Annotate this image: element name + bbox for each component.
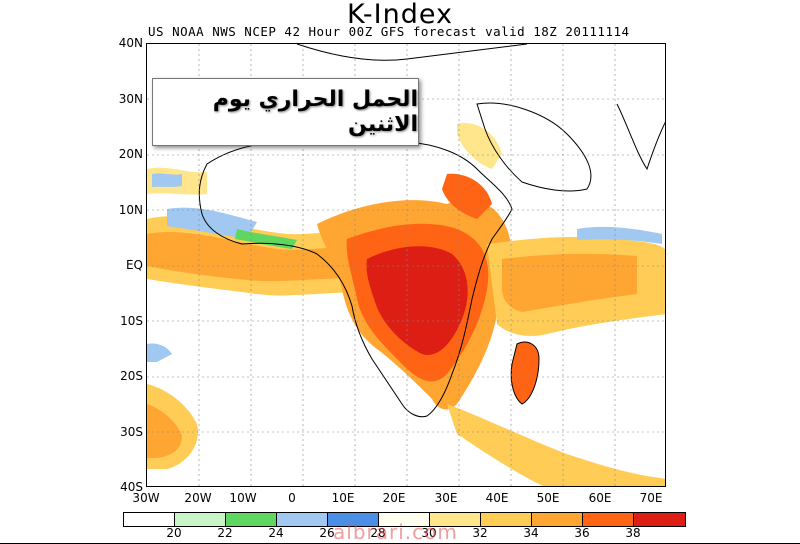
- field-southeast-band: [447, 404, 665, 486]
- legend-swatch: [277, 513, 328, 526]
- legend-label: 26: [319, 526, 335, 540]
- legend-label: 32: [472, 526, 488, 540]
- longitude-label: 50E: [536, 491, 560, 505]
- legend-swatch: [379, 513, 430, 526]
- k-index-field: [147, 123, 665, 486]
- latitude-label: 30S: [120, 425, 143, 439]
- figure-title: K-Index: [347, 0, 453, 30]
- longitude-label: 70E: [639, 491, 663, 505]
- watermark: albrari.com: [333, 520, 458, 544]
- latitude-label: 30N: [118, 92, 143, 106]
- latitude-label: 20N: [118, 147, 143, 161]
- figure-subtitle: US NOAA NWS NCEP 42 Hour 00Z GFS forecas…: [148, 24, 630, 39]
- legend-label: 36: [574, 526, 590, 540]
- longitude-label: 20E: [382, 491, 406, 505]
- field-south-atlantic-blue: [147, 343, 172, 362]
- field-atlantic-band-inner: [147, 231, 367, 282]
- legend-swatch: [532, 513, 583, 526]
- field-south-atlantic-inner: [147, 404, 182, 458]
- legend-label: 30: [421, 526, 437, 540]
- latitude-label: 40S: [120, 480, 143, 494]
- coastline-europe: [296, 44, 528, 61]
- coastline-arabia: [476, 102, 592, 192]
- field-madagascar: [511, 342, 539, 404]
- legend-swatch: [634, 513, 685, 526]
- field-central-africa-red: [366, 246, 468, 355]
- field-north-strip-blue: [152, 173, 182, 187]
- overlay-caption: الحمل الحراري يوم الاثنين: [212, 87, 418, 137]
- coastline-india: [616, 103, 665, 171]
- field-atlantic-blue: [167, 207, 257, 239]
- longitude-label: 30W: [132, 491, 160, 505]
- longitude-label: 0: [288, 491, 296, 505]
- longitude-label: 40E: [485, 491, 509, 505]
- latitude-label: EQ: [125, 258, 143, 272]
- longitude-label: 10W: [229, 491, 257, 505]
- color-legend: [123, 512, 686, 527]
- legend-label: 38: [625, 526, 641, 540]
- map-canvas: [147, 44, 665, 486]
- legend-label: 22: [217, 526, 233, 540]
- longitude-label: 30E: [434, 491, 458, 505]
- legend-label: 24: [268, 526, 284, 540]
- legend-swatch: [124, 513, 175, 526]
- legend-swatch: [328, 513, 379, 526]
- legend-swatch: [481, 513, 532, 526]
- latitude-label: 20S: [120, 369, 143, 383]
- latitude-label: 40N: [118, 36, 143, 50]
- legend-label: 34: [523, 526, 539, 540]
- longitude-label: 10E: [331, 491, 355, 505]
- field-indian-ocean-inner: [502, 253, 637, 312]
- latitude-label: 10N: [118, 203, 143, 217]
- legend-label: 28: [370, 526, 386, 540]
- legend-label: 20: [166, 526, 182, 540]
- field-ethiopia: [442, 173, 492, 219]
- field-atlantic-green: [235, 229, 297, 249]
- legend-swatch: [583, 513, 634, 526]
- field-north-africa-cream: [457, 123, 502, 169]
- latitude-label: 10S: [120, 314, 143, 328]
- legend-swatch: [430, 513, 481, 526]
- legend-swatch: [175, 513, 226, 526]
- legend-swatch: [226, 513, 277, 526]
- field-indian-ocean-blue: [577, 226, 662, 244]
- coastline-madagascar: [510, 341, 540, 405]
- overlay-caption-box: الحمل الحراري يوم الاثنين: [152, 78, 419, 146]
- longitude-label: 20W: [184, 491, 212, 505]
- longitude-label: 60E: [588, 491, 612, 505]
